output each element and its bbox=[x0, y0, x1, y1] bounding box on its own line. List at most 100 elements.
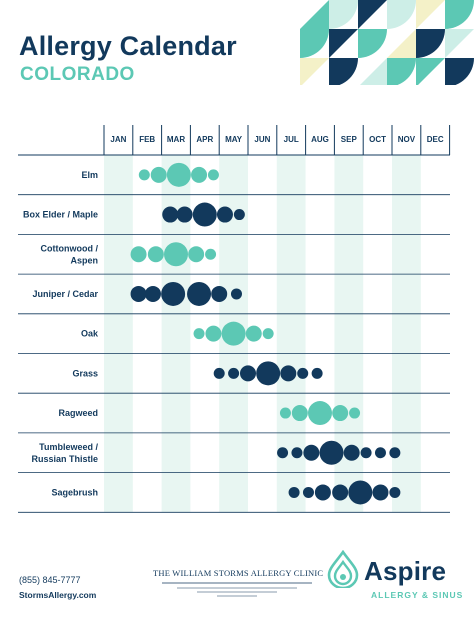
pollen-level-dot bbox=[332, 484, 349, 501]
pollen-level-dot bbox=[245, 325, 262, 342]
month-column-shade bbox=[392, 155, 421, 513]
pattern-quarter-circle bbox=[329, 0, 358, 29]
pattern-triangle bbox=[358, 0, 387, 29]
month-label: DEC bbox=[427, 135, 444, 144]
pollen-level-dot bbox=[192, 202, 217, 227]
month-label: SEP bbox=[341, 135, 358, 144]
pollen-level-dot bbox=[291, 447, 303, 459]
pollen-level-dot bbox=[233, 209, 245, 221]
pollen-level-dot bbox=[360, 447, 372, 459]
pollen-level-dot bbox=[230, 288, 242, 300]
pollen-level-dot bbox=[162, 206, 179, 223]
clinic-name: THE WILLIAM STORMS ALLERGY CLINIC bbox=[153, 568, 324, 578]
month-label: APR bbox=[196, 135, 213, 144]
pollen-level-dot bbox=[161, 281, 186, 306]
pollen-level-dot bbox=[389, 486, 401, 498]
row-label: Elm bbox=[81, 170, 98, 180]
pattern-quarter-circle bbox=[387, 58, 416, 85]
month-column-shade bbox=[276, 155, 306, 513]
pattern-triangle bbox=[300, 0, 329, 29]
pattern-triangle bbox=[300, 58, 329, 85]
pattern-quarter-circle bbox=[416, 29, 445, 58]
pattern-triangle bbox=[445, 29, 474, 58]
pollen-level-dot bbox=[213, 367, 225, 379]
clinic-underline-decoration bbox=[162, 582, 312, 597]
pollen-level-dot bbox=[193, 328, 205, 340]
pollen-level-dot bbox=[256, 361, 281, 386]
pollen-level-dot bbox=[279, 407, 291, 419]
pollen-level-dot bbox=[297, 367, 309, 379]
pollen-level-dot bbox=[314, 484, 331, 501]
aspire-drop-logo-icon bbox=[327, 550, 359, 588]
geometric-pattern bbox=[300, 0, 474, 85]
pollen-level-dot bbox=[303, 444, 320, 461]
pollen-level-dot bbox=[349, 407, 361, 419]
pollen-level-dot bbox=[191, 166, 208, 183]
pollen-level-dot bbox=[302, 486, 314, 498]
row-label: Juniper / Cedar bbox=[32, 289, 98, 299]
row-label: Tumbleweed / Russian Thistle bbox=[31, 442, 98, 464]
pollen-level-dot bbox=[228, 367, 240, 379]
pollen-level-dot bbox=[262, 328, 274, 340]
pollen-level-dot bbox=[221, 321, 246, 346]
pattern-triangle bbox=[387, 29, 416, 58]
pollen-level-dot bbox=[187, 281, 212, 306]
pollen-level-dot bbox=[319, 440, 344, 465]
pattern-quarter-circle bbox=[358, 29, 387, 58]
month-label: FEB bbox=[139, 135, 155, 144]
pollen-level-dot bbox=[389, 447, 401, 459]
pattern-quarter-circle bbox=[387, 0, 416, 29]
pattern-triangle bbox=[416, 58, 445, 85]
month-label: MAY bbox=[225, 135, 243, 144]
pollen-level-dot bbox=[164, 242, 188, 267]
row-label: Grass bbox=[72, 368, 98, 378]
pollen-level-dot bbox=[288, 486, 300, 498]
aspire-brand-name: Aspire bbox=[364, 556, 447, 586]
pollen-level-dot bbox=[130, 285, 147, 302]
pollen-level-dot bbox=[205, 248, 217, 260]
page-title: Allergy Calendar bbox=[19, 31, 237, 61]
pattern-triangle bbox=[329, 29, 358, 58]
row-label: Ragweed bbox=[58, 408, 98, 418]
month-label: JUN bbox=[254, 135, 270, 144]
row-label: Box Elder / Maple bbox=[23, 210, 98, 220]
pattern-quarter-circle bbox=[445, 58, 474, 85]
page-subtitle: COLORADO bbox=[20, 64, 135, 85]
phone-number: (855) 845-7777 bbox=[19, 575, 81, 585]
pollen-level-dot bbox=[207, 169, 219, 181]
pollen-level-dot bbox=[348, 480, 373, 505]
month-label: JAN bbox=[110, 135, 126, 144]
pollen-level-dot bbox=[166, 162, 191, 187]
pollen-level-dot bbox=[332, 405, 349, 422]
pollen-level-dot bbox=[372, 484, 389, 501]
month-label: OCT bbox=[369, 135, 386, 144]
pollen-level-dot bbox=[211, 285, 228, 302]
row-label: Oak bbox=[81, 329, 99, 339]
aspire-tagline: ALLERGY & SINUS bbox=[371, 590, 464, 600]
month-label: MAR bbox=[167, 135, 185, 144]
website-link[interactable]: StormsAllergy.com bbox=[19, 590, 97, 600]
month-label: JUL bbox=[284, 135, 299, 144]
pollen-level-dot bbox=[147, 246, 164, 263]
pollen-level-dot bbox=[176, 206, 193, 223]
pollen-level-dot bbox=[205, 325, 222, 342]
pollen-level-dot bbox=[374, 447, 386, 459]
pollen-level-dot bbox=[308, 401, 332, 426]
pattern-quarter-circle bbox=[445, 0, 474, 29]
pattern-triangle bbox=[416, 0, 445, 29]
pollen-level-dot bbox=[277, 447, 289, 459]
pollen-level-dot bbox=[138, 169, 150, 181]
month-label: NOV bbox=[398, 135, 416, 144]
pollen-level-dot bbox=[144, 285, 161, 302]
month-column-shade bbox=[104, 155, 133, 513]
row-label: Cottonwood / Aspen bbox=[41, 243, 99, 265]
allergy-calendar-chart: JAN FEB MAR APR MAY JUN JUL AUG SEP OCT NOV DEC Elm B… bbox=[18, 125, 451, 513]
pollen-level-dot bbox=[343, 444, 360, 461]
pollen-level-dot bbox=[188, 246, 205, 263]
pollen-level-dot bbox=[311, 367, 323, 379]
pollen-level-dot bbox=[150, 166, 167, 183]
row-label: Sagebrush bbox=[51, 487, 98, 497]
pattern-quarter-circle bbox=[300, 29, 329, 58]
pollen-level-dot bbox=[216, 206, 233, 223]
pollen-level-dot bbox=[280, 365, 297, 382]
